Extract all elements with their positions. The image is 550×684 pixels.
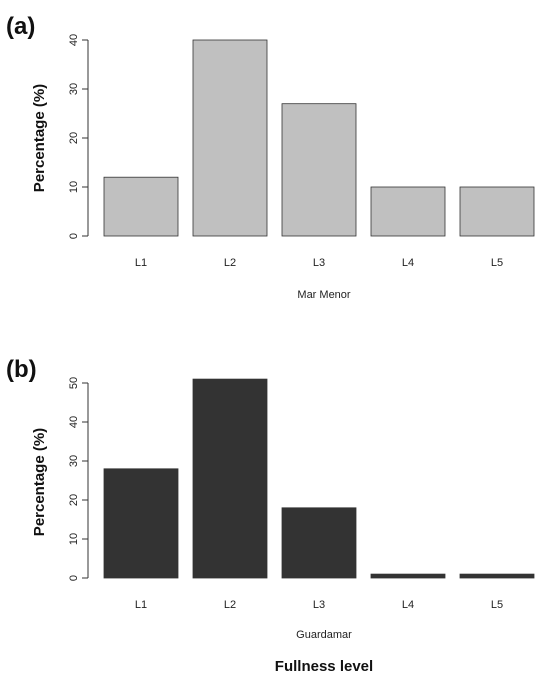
bar-b-l4 — [370, 573, 446, 579]
bar-b-l1 — [103, 468, 179, 579]
x-axis-label-a: Mar Menor — [297, 289, 351, 301]
y-tick-label-b-4: 40 — [68, 416, 80, 428]
panel-b: (b) Percentage (%) Guardamar 0 10 20 30 40 50… — [6, 356, 535, 641]
common-x-axis-label: Fullness level — [275, 658, 373, 675]
bar-a-l2 — [192, 39, 268, 237]
category-label-b-l5: L5 — [491, 599, 503, 611]
bar-a-l1 — [103, 176, 179, 237]
y-tick-label-b-1: 10 — [68, 533, 80, 545]
category-label-a-l4: L4 — [402, 257, 414, 269]
bar-a-l5 — [459, 186, 535, 237]
panel-label-b: (b) — [6, 356, 37, 383]
y-tick-label-a-3: 30 — [68, 83, 80, 95]
category-label-a-l2: L2 — [224, 257, 236, 269]
category-label-b-l1: L1 — [135, 599, 147, 611]
x-axis-label-b: Guardamar — [296, 629, 352, 641]
y-tick-label-a-2: 20 — [68, 132, 80, 144]
panel-a: (a) Percentage (%) Mar Menor 0 10 20 30 40 L1… — [6, 13, 535, 301]
bar-b-l5 — [459, 573, 535, 579]
category-label-b-l2: L2 — [224, 599, 236, 611]
category-label-b-l3: L3 — [313, 599, 325, 611]
category-label-a-l5: L5 — [491, 257, 503, 269]
category-label-a-l1: L1 — [135, 257, 147, 269]
y-tick-label-a-4: 40 — [68, 34, 80, 46]
y-tick-label-b-3: 30 — [68, 455, 80, 467]
y-axis-label-a: Percentage (%) — [31, 84, 48, 192]
bar-a-l4 — [370, 186, 446, 237]
y-tick-label-a-1: 10 — [68, 181, 80, 193]
bar-a-l3 — [281, 103, 357, 237]
y-tick-label-b-5: 50 — [68, 377, 80, 389]
y-tick-label-a-0: 0 — [68, 233, 80, 239]
bar-b-l3 — [281, 507, 357, 579]
panel-label-a: (a) — [6, 13, 35, 40]
y-tick-label-b-2: 20 — [68, 494, 80, 506]
category-label-b-l4: L4 — [402, 599, 414, 611]
bar-b-l2 — [192, 378, 268, 579]
y-tick-label-b-0: 0 — [68, 575, 80, 581]
category-label-a-l3: L3 — [313, 257, 325, 269]
y-axis-label-b: Percentage (%) — [31, 428, 48, 536]
